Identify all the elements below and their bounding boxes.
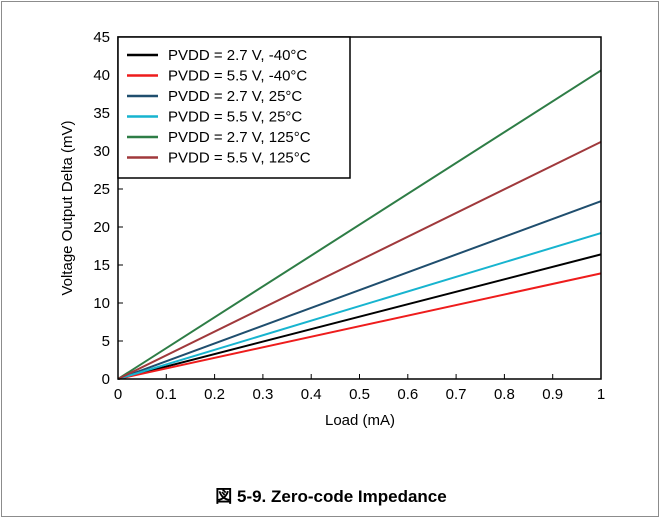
y-tick-label: 15 [93,257,110,274]
x-tick-label: 0.4 [301,386,322,403]
legend-label: PVDD = 2.7 V, 25°C [168,88,302,105]
x-tick-label: 0.7 [446,386,467,403]
series-line-2 [117,272,602,380]
y-tick-label: 45 [93,29,110,46]
x-tick-label: 0.6 [397,386,418,403]
x-tick-label: 0.9 [542,386,563,403]
legend-label: PVDD = 2.7 V, 125°C [168,129,311,146]
x-tick-label: 0.5 [349,386,370,403]
y-tick-label: 30 [93,143,110,160]
y-tick-label: 0 [102,371,110,388]
y-tick-label: 25 [93,181,110,198]
series-line-4 [117,232,602,380]
y-axis-label: Voltage Output Delta (mV) [59,120,76,295]
x-tick-label: 0 [114,386,122,403]
legend-box [117,36,351,179]
y-tick-label: 5 [102,333,110,350]
y-tick-label: 40 [93,67,110,84]
legend-label: PVDD = 5.5 V, 25°C [168,109,302,126]
x-tick-label: 0.3 [252,386,273,403]
series-line-6 [117,140,602,380]
legend-label: PVDD = 2.7 V, -40°C [168,47,307,64]
x-tick-label: 1 [597,386,605,403]
x-tick-label: 0.2 [204,386,225,403]
x-tick-label: 0.8 [494,386,515,403]
series-line-5 [117,69,602,380]
series-line-1 [117,253,602,380]
series-line-3 [117,200,602,380]
chart: Voltage Output Delta (mV) Load (mA) 0 0.1… [59,29,605,429]
x-axis-label: Load (mA) [325,412,395,429]
y-tick-label: 35 [93,105,110,122]
legend-label: PVDD = 5.5 V, -40°C [168,68,307,85]
y-tick-label: 10 [93,295,110,312]
figure-caption: 図 5-9. Zero-code Impedance [215,487,447,506]
legend-label: PVDD = 5.5 V, 125°C [168,150,311,167]
y-tick-label: 20 [93,219,110,236]
x-tick-label: 0.1 [156,386,177,403]
